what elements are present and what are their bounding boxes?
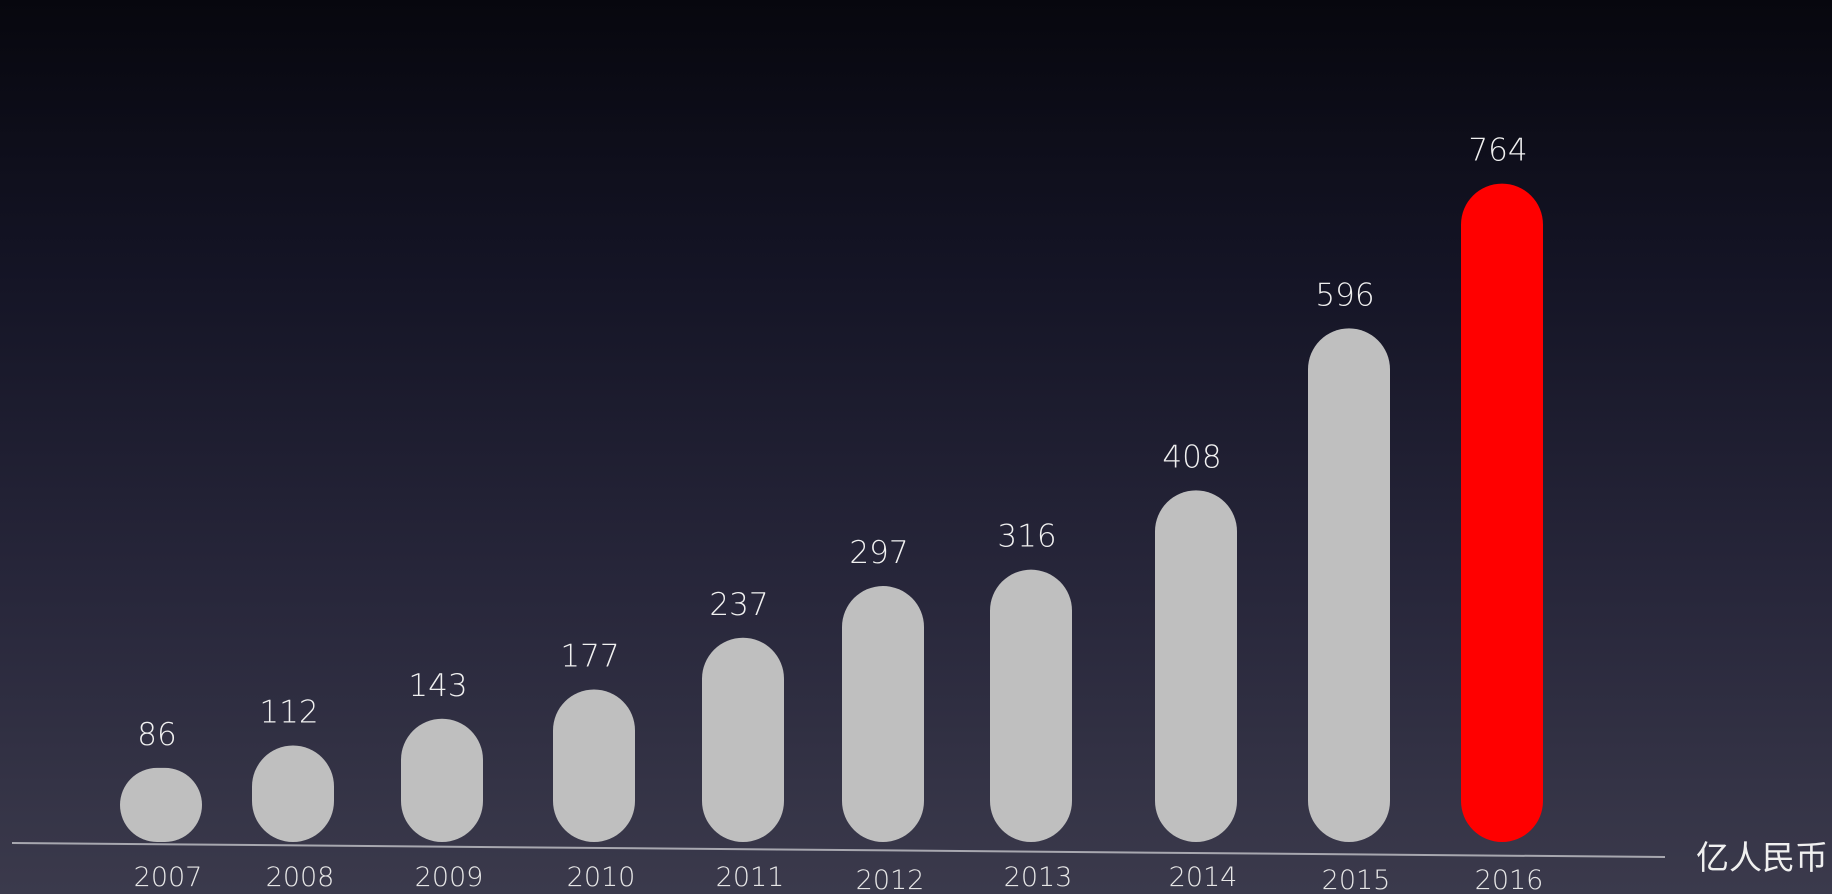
x-tick-label-2009: 2009 (415, 862, 484, 893)
x-tick-label-2015: 2015 (1322, 865, 1391, 894)
value-label-2013: 316 (997, 519, 1056, 555)
value-label-2007: 86 (137, 717, 176, 753)
bar-2009 (401, 718, 483, 842)
bar-2016 (1461, 183, 1543, 843)
value-label-2014: 408 (1162, 439, 1221, 475)
bar-2014 (1155, 490, 1237, 842)
x-tick-label-2012: 2012 (856, 865, 925, 894)
bar-2012 (842, 586, 924, 842)
x-tick-label-2008: 2008 (266, 862, 335, 893)
tick-labels-layer: 2007 2008 2009 2010 2011 2012 2013 2014 2015 2016 (134, 862, 1544, 894)
value-label-2010: 177 (560, 638, 619, 674)
x-axis-line (11, 842, 1666, 858)
value-labels-layer: 86 112 143 177 237 297 316 408 596 764 (137, 133, 1527, 753)
bars-layer (120, 183, 1543, 843)
x-tick-label-2014: 2014 (1169, 862, 1238, 893)
x-tick-label-2016: 2016 (1475, 865, 1544, 894)
value-label-2012: 297 (849, 535, 908, 571)
bar-2011 (702, 637, 784, 842)
value-label-2016: 764 (1468, 133, 1527, 169)
x-tick-label-2010: 2010 (567, 862, 636, 893)
value-label-2009: 143 (408, 668, 467, 704)
bar-2008 (252, 745, 334, 842)
bar-2015 (1308, 328, 1390, 842)
value-label-2008: 112 (259, 694, 318, 730)
unit-label: 亿人民币 (1696, 838, 1828, 877)
bar-2013 (990, 569, 1072, 842)
x-tick-label-2013: 2013 (1004, 862, 1073, 893)
value-label-2011: 237 (709, 587, 768, 623)
bar-2010 (553, 689, 635, 842)
value-label-2015: 596 (1315, 277, 1374, 313)
x-tick-label-2007: 2007 (134, 862, 203, 893)
x-tick-label-2011: 2011 (716, 862, 785, 893)
bar-2007 (120, 767, 202, 842)
